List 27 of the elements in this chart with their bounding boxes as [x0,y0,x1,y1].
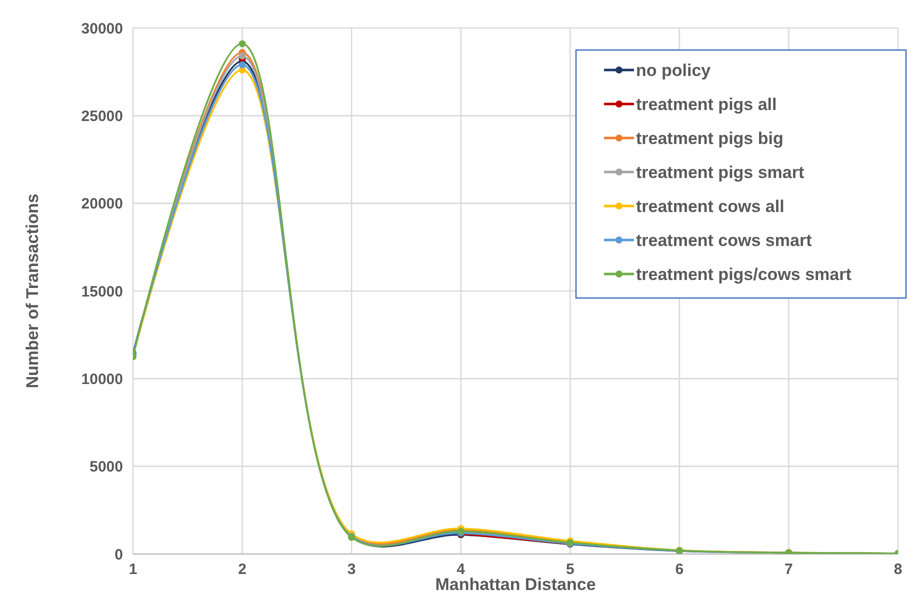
legend-label: treatment cows all [636,196,784,216]
y-tick-label: 20000 [81,196,123,213]
x-axis-title: Manhattan Distance [435,575,596,594]
x-tick-label: 1 [128,561,138,578]
y-tick-label: 10000 [81,370,123,388]
x-tick-label: 6 [675,561,684,578]
y-tick-label: 30000 [81,20,123,38]
x-tick-label: 3 [347,561,356,578]
legend-label: treatment cows smart [636,230,812,250]
point [238,40,246,48]
x-tick-label: 7 [784,561,793,578]
y-tick-label: 25000 [81,108,123,125]
y-axis-title: Number of Transactions [23,194,42,388]
y-tick-label: 15000 [81,283,123,300]
x-tick-label: 8 [894,561,902,578]
legend-label: treatment pigs smart [636,162,804,182]
point [238,61,246,68]
x-tick-label: 4 [456,561,466,578]
y-tick-label: 5000 [90,458,123,476]
x-tick-label: 2 [238,561,246,578]
y-tick-label: 0 [114,546,123,564]
point [238,52,246,60]
legend-label: treatment pigs/cows smart [636,264,852,284]
legend-label: treatment pigs big [636,128,784,148]
legend-label: treatment pigs all [636,94,777,114]
x-tick-label: 5 [566,561,574,578]
legend-label: no policy [636,60,712,80]
